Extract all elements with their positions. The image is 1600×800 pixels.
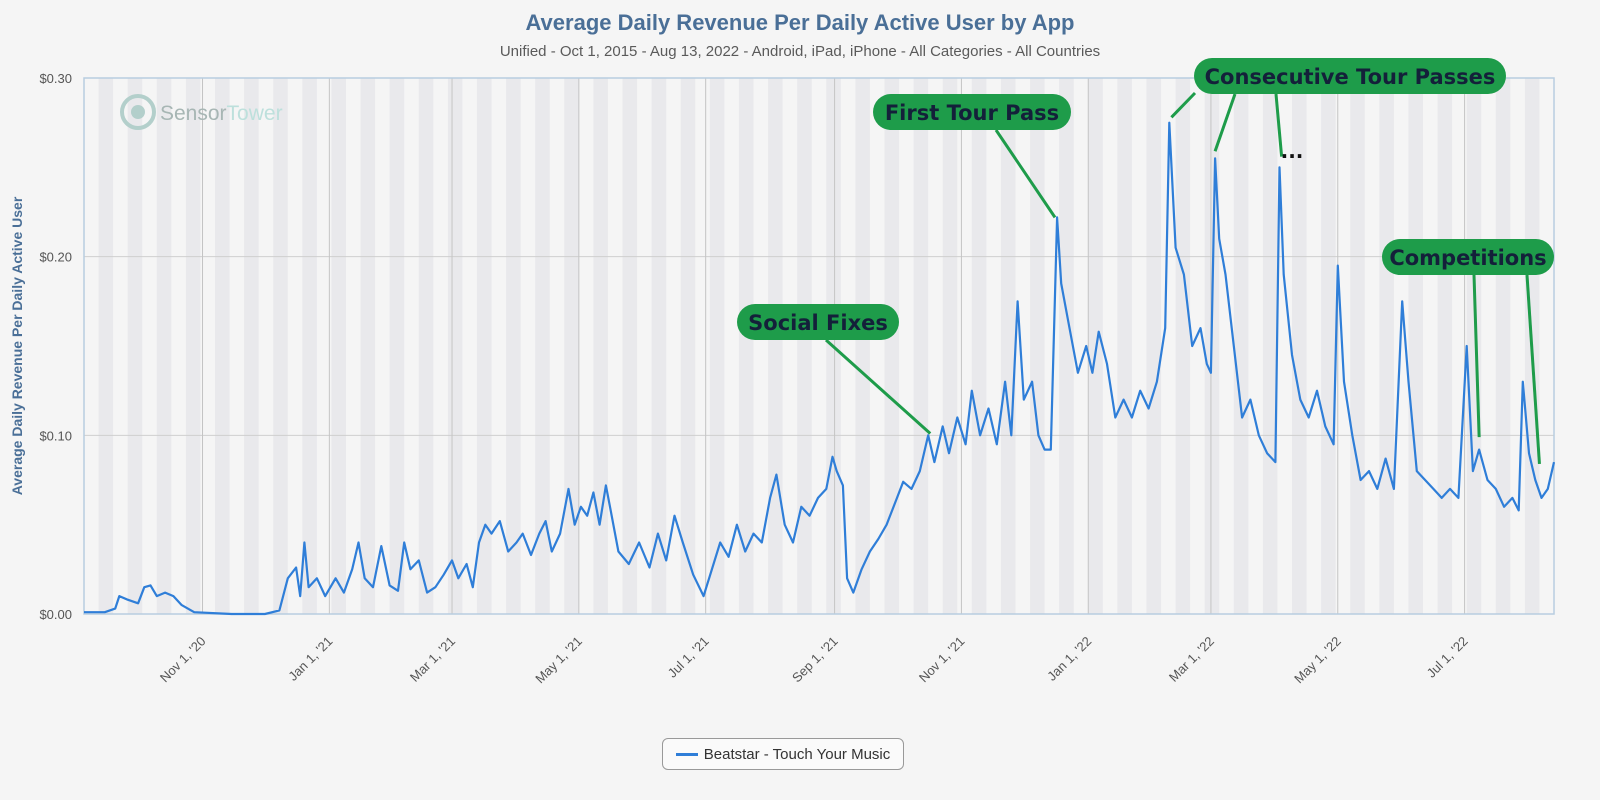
plot-band [214,78,230,614]
annotation-leader-line [994,129,1057,219]
annotation-leader-line [1170,91,1197,119]
annotation-leader-line [1274,93,1284,157]
plot-band [185,78,201,614]
y-tick-label: $0.10 [39,428,72,443]
x-axis-tick-labels: Nov 1, '20 Jan 1, '21 Mar 1, '21 May 1, '21… [157,634,1471,687]
annotation-callout [1194,58,1506,94]
plot-band [1175,78,1191,614]
annotation-leader-line [1525,274,1541,465]
annotation-callout [873,94,1071,130]
plot-band [797,78,812,614]
plot-band [156,78,172,614]
y-tick-label: $0.30 [39,71,72,86]
x-tick-label: Jan 1, '21 [285,634,335,684]
x-tick-label: Nov 1, '21 [916,634,968,686]
plot-band [506,78,521,614]
plot-band [1146,78,1162,614]
plot-band [127,78,143,614]
y-tick-label: $0.00 [39,607,72,622]
plot-band [971,78,987,614]
plot-band [1321,78,1336,614]
plot-band [244,78,259,614]
annotation-label: First Tour Pass [885,101,1059,125]
plot-band [622,78,638,614]
annotation-leader-line [1213,93,1237,152]
annotation-label: Social Fixes [748,311,888,335]
plot-band [1350,78,1365,614]
plot-band [360,78,376,614]
x-tick-label: Sep 1, '21 [789,634,841,686]
plot-band [1379,78,1394,614]
plot-band [1262,78,1278,614]
y-axis-label: Average Daily Revenue Per Daily Active U… [9,196,25,495]
watermark-text: SensorTower [160,102,283,125]
plot-band [1437,78,1453,614]
x-tick-label: May 1, '21 [532,634,585,687]
plot-band [593,78,608,614]
x-tick-label: Jul 1, '22 [1424,634,1471,681]
annotation-callout [1382,239,1554,275]
plot-band [389,78,405,614]
legend-item-label: Beatstar - Touch Your Music [703,745,891,763]
annotation-label: Consecutive Tour Passes [1205,65,1496,89]
plot-area-border [83,77,1555,615]
plot-band [884,78,900,614]
chart-subtitle: Unified - Oct 1, 2015 - Aug 13, 2022 - A… [499,43,1101,60]
plot-band [1495,78,1511,614]
plot-band [1466,78,1482,614]
plot-band [273,78,288,614]
legend[interactable]: Beatstar - Touch Your Music [662,738,904,770]
annotation-label: Competitions [1389,246,1546,270]
annotation-ellipsis: ... [1281,139,1304,163]
plot-band [651,78,667,614]
plot-bands [98,78,1540,614]
x-tick-label: Mar 1, '22 [1166,634,1217,685]
x-tick-label: May 1, '22 [1291,634,1344,687]
plot-band [302,78,317,614]
plot-band [564,78,579,614]
plot-band [738,78,754,614]
plot-band [1233,78,1249,614]
annotation-leader-line [1472,274,1481,438]
x-tick-label: Nov 1, '20 [157,634,209,686]
plot-band [1292,78,1307,614]
plot-band [1059,78,1074,614]
plot-band [1000,78,1016,614]
plot-band [709,78,725,614]
x-tick-label: Jul 1, '21 [665,634,712,681]
x-tick-label: Jan 1, '22 [1044,634,1094,684]
plot-band [331,78,346,614]
plot-band [447,78,463,614]
plot-band [1030,78,1045,614]
plot-band [1117,78,1132,614]
annotations: Social Fixes First Tour Pass Consecutive T… [737,58,1554,465]
annotation-leader-line [824,338,932,435]
y-tick-label: $0.20 [39,250,72,265]
series-line-beatstar [84,121,1556,616]
plot-band [768,78,783,614]
plot-band [535,78,550,614]
x-tick-label: Mar 1, '21 [407,634,458,685]
annotation-callout [737,304,899,340]
legend-swatch [675,752,698,756]
chart-title: Average Daily Revenue Per Daily Active U… [525,10,1075,35]
plot-band [913,78,929,614]
sensortower-logo-dot [131,105,145,119]
plot-band [476,78,492,614]
plot-band [855,78,870,614]
plot-band [418,78,434,614]
plot-band [942,78,958,614]
watermark-logo: SensorTower [120,94,283,130]
y-axis-tick-labels: $0.00 $0.10 $0.20 $0.30 [39,71,72,622]
plot-band [680,78,696,614]
plot-band [1408,78,1424,614]
sensortower-logo-icon [120,94,156,130]
plot-band [98,78,114,614]
